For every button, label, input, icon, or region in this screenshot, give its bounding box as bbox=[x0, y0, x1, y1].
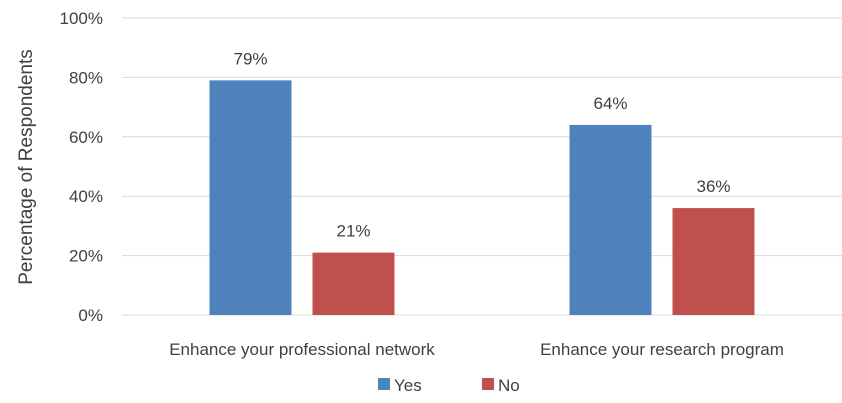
bar-no bbox=[672, 208, 755, 315]
bar-yes bbox=[569, 124, 652, 315]
bars bbox=[209, 80, 755, 316]
data-labels: 79% 21% 64% 36% bbox=[233, 49, 730, 240]
y-tick-label: 100% bbox=[60, 9, 103, 28]
category-labels: Enhance your professional network Enhance… bbox=[169, 340, 784, 359]
y-tick-label: 0% bbox=[78, 306, 103, 325]
legend-label: Yes bbox=[394, 376, 422, 395]
data-label: 36% bbox=[696, 177, 730, 196]
bar-yes bbox=[209, 80, 292, 316]
y-tick-labels: 0% 20% 40% 60% 80% 100% bbox=[60, 9, 103, 325]
y-tick-label: 80% bbox=[69, 68, 103, 87]
category-label: Enhance your research program bbox=[540, 340, 784, 359]
y-tick-label: 60% bbox=[69, 128, 103, 147]
y-axis-title: Percentage of Respondents bbox=[16, 49, 37, 285]
legend: Yes No bbox=[378, 376, 520, 395]
category-label: Enhance your professional network bbox=[169, 340, 435, 359]
y-tick-label: 20% bbox=[69, 247, 103, 266]
legend-swatch bbox=[482, 378, 494, 390]
legend-swatch bbox=[378, 378, 390, 390]
bar-no bbox=[312, 252, 395, 315]
legend-label: No bbox=[498, 376, 520, 395]
data-label: 79% bbox=[233, 49, 267, 68]
data-label: 21% bbox=[336, 222, 370, 241]
y-tick-label: 40% bbox=[69, 187, 103, 206]
data-label: 64% bbox=[593, 94, 627, 113]
